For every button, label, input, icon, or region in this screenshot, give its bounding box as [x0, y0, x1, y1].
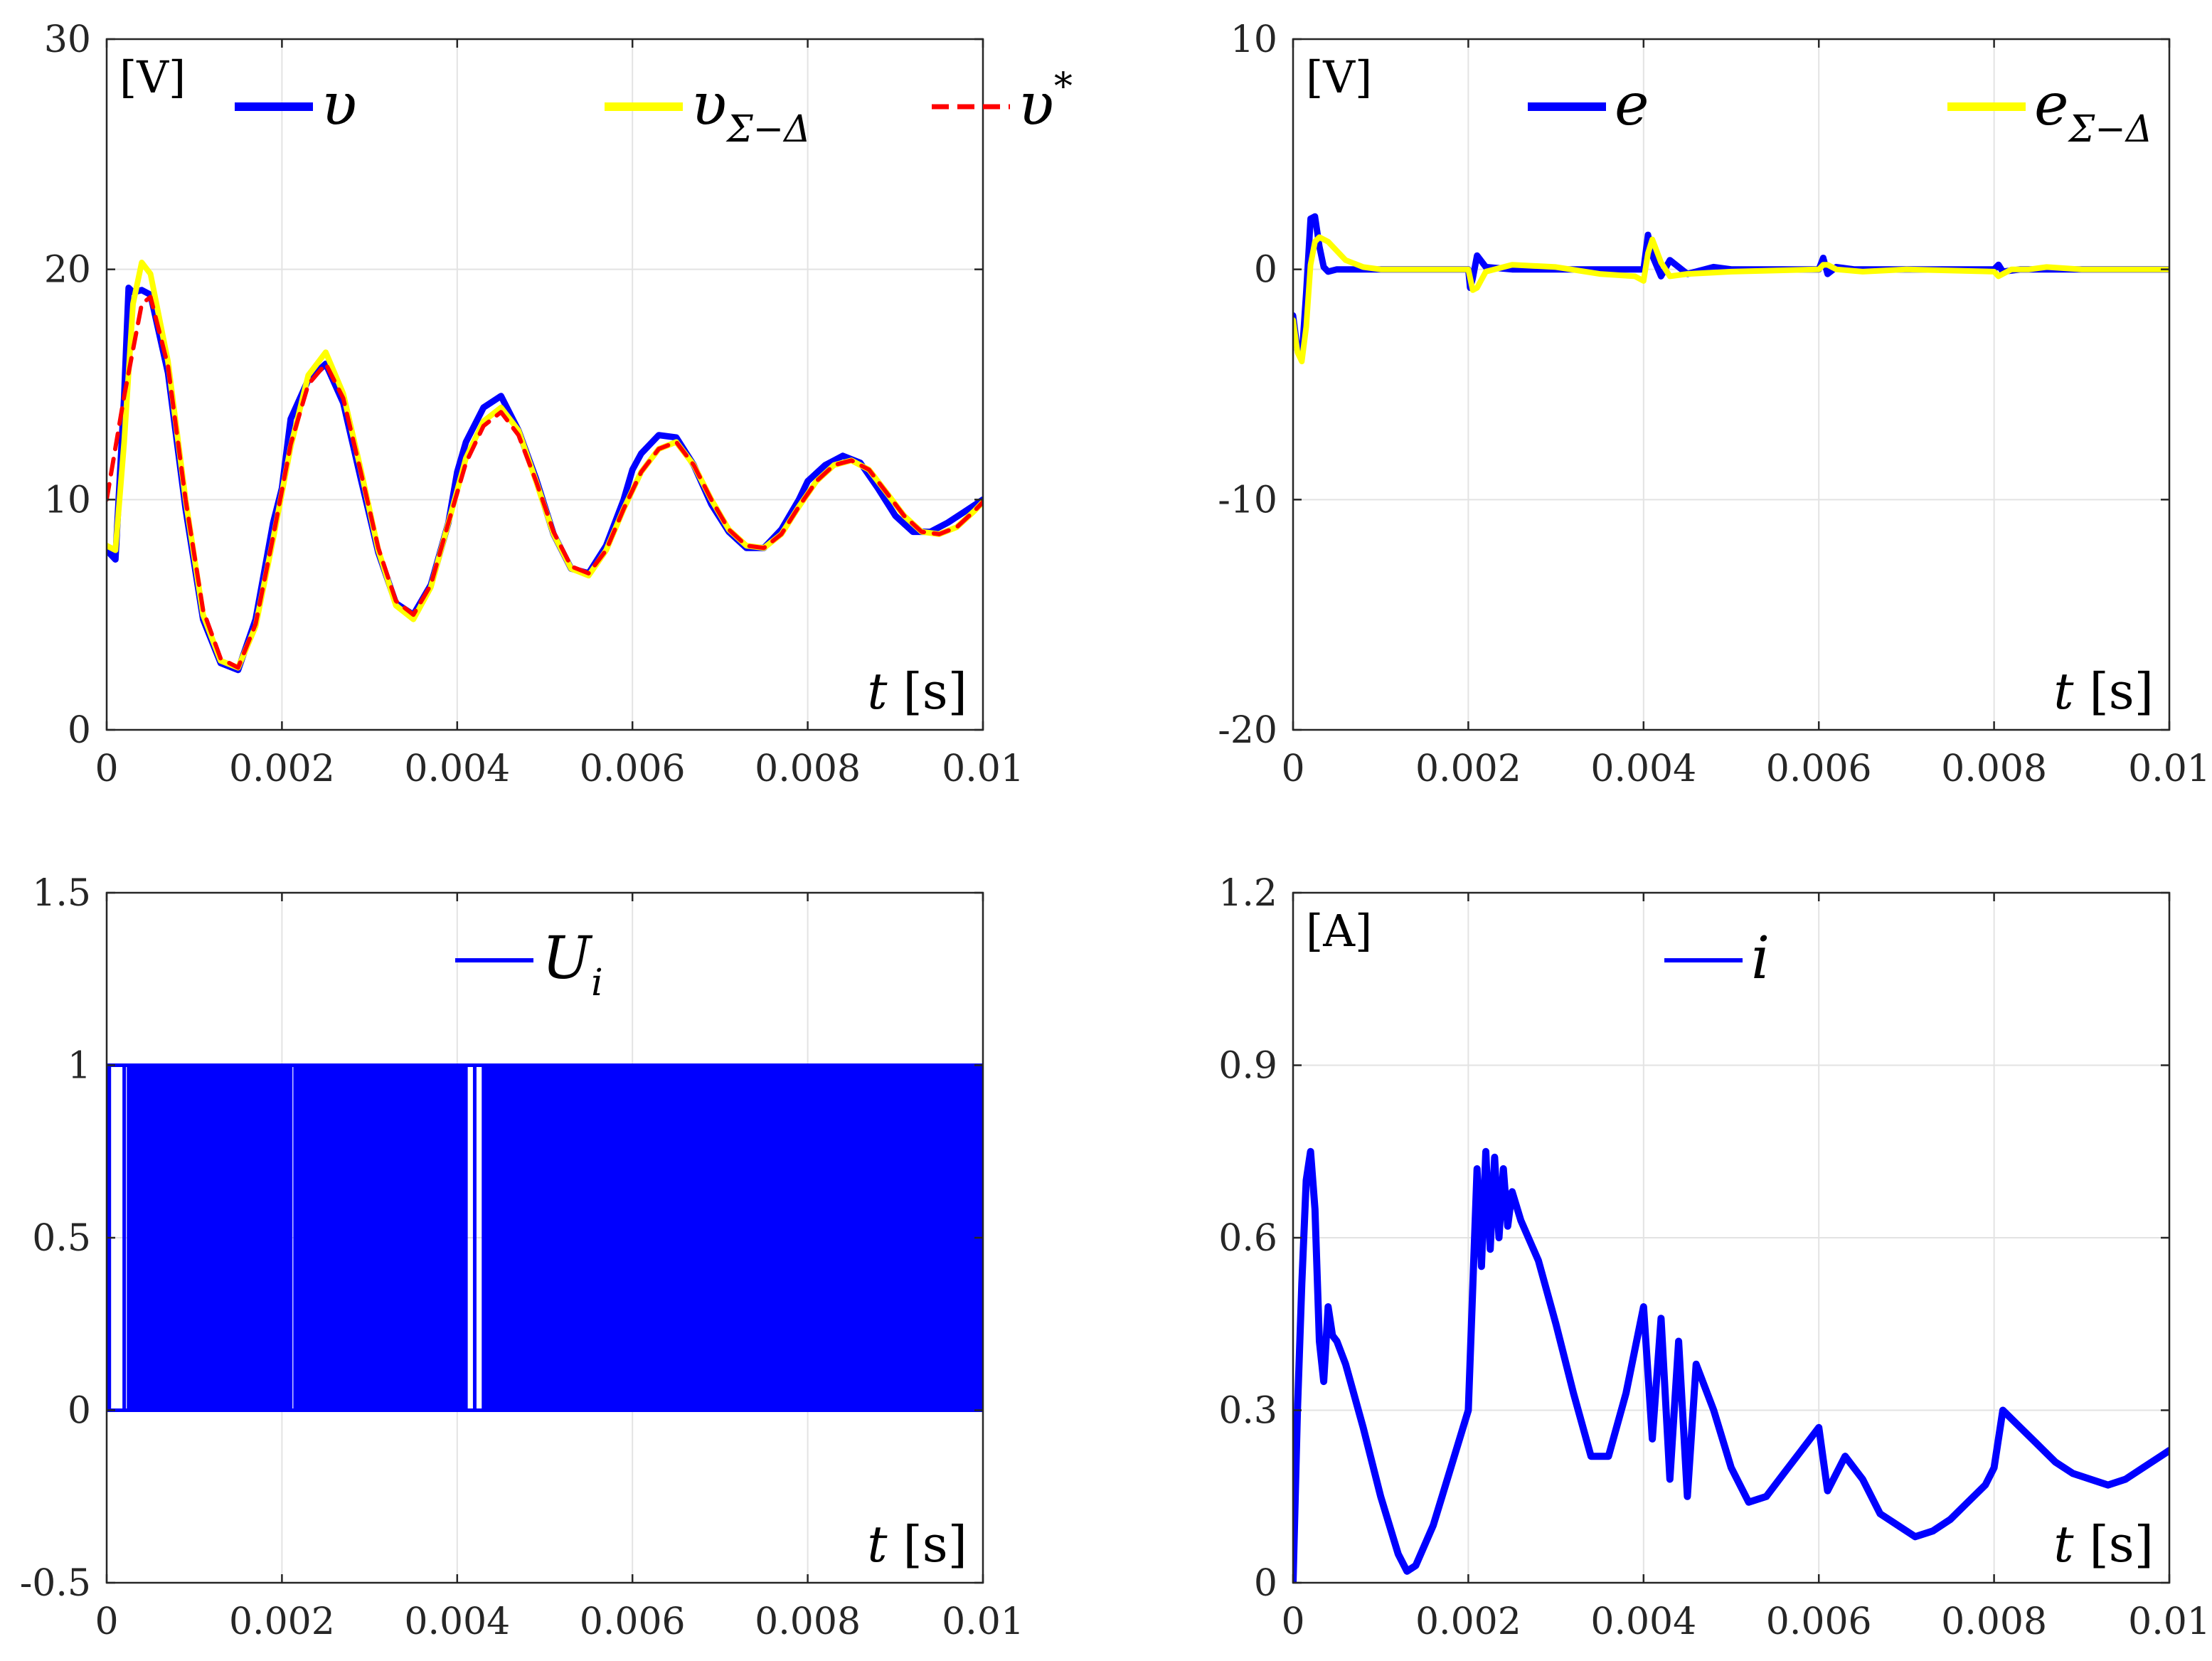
x-tick-label: 0.004: [1590, 1601, 1696, 1643]
series-group: [1293, 1147, 2169, 1583]
unit-label: [A]: [1306, 905, 1372, 957]
series-group: [107, 260, 983, 674]
x-axis-label: t [s]: [2053, 1515, 2154, 1574]
legend-sub-1: Σ−Δ: [725, 108, 811, 151]
legend-label-0: i: [1751, 925, 1770, 992]
x-tick-label: 0.006: [1766, 1601, 1872, 1643]
y-tick-label: -0.5: [20, 1562, 91, 1605]
x-tick-label: 0.008: [755, 1601, 861, 1643]
x-tick-label: 0.002: [229, 1601, 335, 1643]
unit-label: [V]: [119, 51, 186, 103]
y-tick-label: 30: [44, 18, 91, 61]
x-tick-label: 0.004: [1590, 748, 1696, 790]
y-tick-label: -10: [1218, 479, 1277, 521]
legend-sub-1: Σ−Δ: [2068, 108, 2153, 151]
x-axis-label: t [s]: [867, 1515, 967, 1574]
x-tick-label: 0.006: [1766, 748, 1872, 790]
series-group: [107, 1063, 983, 1412]
x-tick-label: 0.008: [755, 748, 861, 790]
x-tick-label: 0.006: [580, 1601, 686, 1643]
unit-label: [V]: [1306, 51, 1372, 103]
chart-error: 0 0.002 0.004 0.006 0.008 0.01 -20 -10 0 10 [V] t [s…: [1218, 18, 2211, 790]
x-tick-label: 0.008: [1941, 1601, 2047, 1643]
x-tick-label: 0.01: [942, 748, 1024, 790]
x-axis-var: t: [2053, 662, 2074, 721]
series-e_sigma_delta: [1293, 234, 2169, 365]
legend-label-2: υ*: [1019, 65, 1073, 139]
plot-area: [1293, 39, 2169, 730]
series-v_ref: [107, 294, 983, 670]
x-axis-unit: [s]: [903, 662, 967, 721]
x-tick-label: 0: [95, 1601, 118, 1643]
legend-label-0: e: [1615, 71, 1649, 139]
x-tick-label: 0.002: [229, 748, 335, 790]
axes-frame: [1292, 38, 2171, 731]
x-tick-label: 0.002: [1415, 748, 1521, 790]
series-group: [1293, 213, 2169, 365]
y-tick-label: 0: [68, 1390, 91, 1433]
axes-frame: [105, 38, 984, 731]
x-axis-var: t: [867, 1515, 888, 1574]
chart-current: 0 0.002 0.004 0.006 0.008 0.01 0 0.3 0.6 0.9 1.2 [A…: [1218, 872, 2211, 1643]
x-axis-label: t [s]: [867, 662, 967, 721]
series-i: [1293, 1147, 2169, 1583]
legend-label-0: υ: [321, 71, 357, 139]
x-tick-label: 0: [95, 748, 118, 790]
x-tick-label: 0.004: [404, 1601, 510, 1643]
y-tick-label: 10: [1230, 18, 1277, 61]
x-axis-var: t: [867, 662, 888, 721]
y-tick-label: -20: [1218, 709, 1277, 752]
legend-sup-2: *: [1054, 65, 1073, 108]
plot-area: [107, 39, 983, 730]
y-tick-label: 10: [44, 479, 91, 521]
y-tick-label: 1: [68, 1045, 91, 1088]
y-tick-label: 0.6: [1218, 1217, 1277, 1260]
x-tick-label: 0.004: [404, 748, 510, 790]
x-axis-var: t: [2053, 1515, 2074, 1574]
x-tick-label: 0.008: [1941, 748, 2047, 790]
series-U_i-band: [483, 1065, 983, 1411]
y-tick-label: 0.5: [32, 1217, 91, 1260]
series-U_i-band: [128, 1065, 291, 1411]
x-tick-label: 0.01: [2128, 1601, 2211, 1643]
series-U_i-band: [294, 1065, 467, 1411]
x-tick-label: 0.002: [1415, 1601, 1521, 1643]
x-tick-label: 0.01: [942, 1601, 1024, 1643]
x-tick-label: 0: [1281, 748, 1304, 790]
y-tick-label: 0: [68, 709, 91, 752]
chart-switching: 0 0.002 0.004 0.006 0.008 0.01-0.500.511.5t [s…: [20, 872, 1024, 1643]
y-tick-label: 1.5: [32, 872, 91, 915]
x-axis-unit: [s]: [903, 1515, 967, 1574]
x-axis-unit: [s]: [2089, 662, 2154, 721]
x-axis-unit: [s]: [2089, 1515, 2154, 1574]
x-tick-label: 0.01: [2128, 748, 2211, 790]
legend-sub-0: i: [591, 962, 603, 1004]
y-tick-label: 0: [1254, 1562, 1277, 1605]
y-tick-label: 0: [1254, 249, 1277, 292]
y-tick-label: 0.3: [1218, 1390, 1277, 1433]
y-tick-label: 0.9: [1218, 1045, 1277, 1088]
x-tick-label: 0.006: [580, 748, 686, 790]
y-tick-label: 1.2: [1218, 872, 1277, 915]
x-axis-label: t [s]: [2053, 662, 2154, 721]
y-tick-label: 20: [44, 249, 91, 292]
chart-voltage: 0 0.002 0.004 0.006 0.008 0.01 0 10 20 30 [V] t [s] υ…: [44, 18, 1073, 790]
x-tick-label: 0: [1281, 1601, 1304, 1643]
